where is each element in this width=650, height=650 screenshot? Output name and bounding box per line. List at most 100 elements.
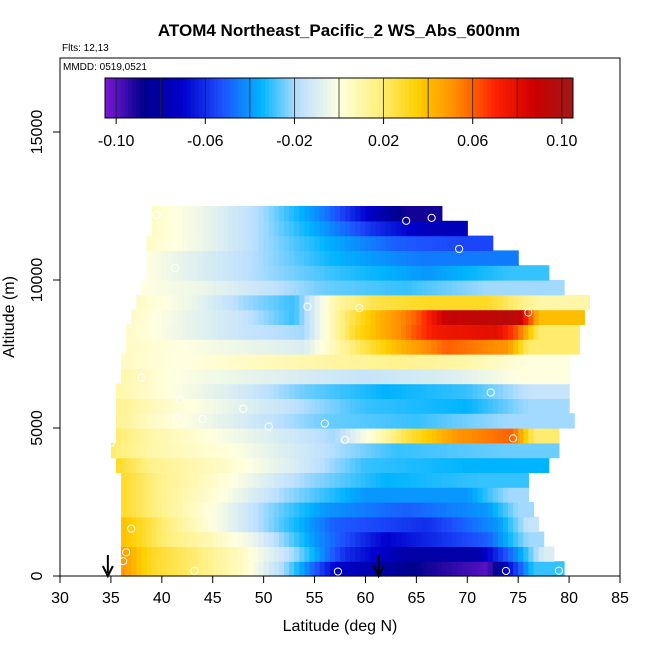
heatmap-cell-r20 [370, 265, 377, 281]
heatmap-cell-r22 [263, 235, 270, 251]
heatmap-cell-r20 [472, 265, 479, 281]
heatmap-cell-r8 [421, 442, 428, 459]
heatmap-cell-r1 [278, 546, 285, 562]
heatmap-cell-r15 [207, 339, 214, 355]
heatmap-cell-r5 [324, 487, 331, 503]
heatmap-cell-r14 [192, 354, 199, 370]
heatmap-cell-r14 [131, 354, 137, 370]
heatmap-cell-r4 [299, 502, 305, 518]
colorbar-swatch [229, 78, 235, 118]
heatmap-cell-r13 [543, 368, 550, 385]
x-tick-label: 60 [357, 590, 375, 607]
heatmap-cell-r19 [365, 280, 372, 296]
heatmap-cell-r7 [472, 457, 479, 473]
heatmap-cell-r22 [406, 235, 412, 251]
heatmap-cell-r16 [350, 324, 356, 340]
heatmap-cell-r10 [528, 413, 535, 429]
heatmap-cell-r23 [401, 220, 407, 237]
heatmap-cell-r9 [411, 428, 417, 444]
heatmap-cell-r10 [278, 413, 285, 429]
heatmap-cell-r1 [161, 546, 168, 562]
heatmap-cell-r1 [141, 546, 148, 562]
y-tick-label: 15000 [29, 110, 46, 155]
heatmap-cell-r6 [268, 472, 275, 488]
colorbar-swatch [530, 78, 535, 118]
heatmap-cell-r20 [263, 265, 270, 281]
heatmap-cell-r21 [278, 250, 285, 266]
heatmap-cell-r20 [421, 265, 428, 281]
heatmap-cell-r4 [253, 502, 260, 518]
heatmap-cell-r18 [222, 294, 229, 311]
heatmap-cell-r4 [294, 502, 300, 518]
heatmap-cell-r23 [253, 220, 260, 237]
heatmap-cell-r9 [472, 428, 479, 444]
heatmap-cell-r10 [161, 413, 168, 429]
heatmap-cell-r6 [334, 472, 341, 488]
colorbar-swatch [183, 78, 188, 118]
heatmap-cell-r2 [482, 531, 489, 547]
heatmap-cell-r9 [370, 428, 377, 444]
heatmap-cell-r2 [222, 531, 229, 547]
heatmap-cell-r0 [416, 561, 423, 577]
heatmap-cell-r14 [492, 354, 499, 370]
heatmap-cell-r18 [467, 294, 473, 311]
heatmap-cell-r9 [390, 428, 397, 444]
heatmap-cell-r13 [263, 368, 270, 385]
heatmap-cell-r2 [497, 531, 504, 547]
heatmap-cell-r21 [182, 250, 188, 266]
x-tick-label: 45 [204, 590, 222, 607]
heatmap-cell-r2 [278, 531, 285, 547]
heatmap-cell-r1 [355, 546, 361, 562]
colorbar-swatch [354, 78, 359, 118]
heatmap-cell-r9 [258, 428, 265, 444]
heatmap-cell-r9 [421, 428, 428, 444]
heatmap-cell-r5 [446, 487, 453, 503]
heatmap-cell-r16 [441, 324, 448, 340]
heatmap-cell-r23 [416, 220, 423, 237]
heatmap-cell-r4 [273, 502, 280, 518]
heatmap-cell-r15 [334, 339, 341, 355]
heatmap-cell-r17 [411, 309, 417, 325]
heatmap-cell-r1 [472, 546, 479, 562]
heatmap-cell-r9 [207, 428, 214, 444]
heatmap-cell-r19 [421, 280, 428, 296]
heatmap-cell-r21 [172, 250, 178, 266]
heatmap-cell-r19 [406, 280, 412, 296]
heatmap-cell-r12 [492, 383, 499, 399]
heatmap-cell-r11 [390, 398, 397, 414]
heatmap-cell-r17 [533, 309, 540, 325]
heatmap-cell-r4 [212, 502, 219, 518]
heatmap-cell-r19 [278, 280, 285, 296]
heatmap-cell-r11 [212, 398, 219, 414]
heatmap-cell-r13 [421, 368, 428, 385]
heatmap-cell-r19 [238, 280, 244, 296]
heatmap-cell-r23 [228, 220, 234, 237]
heatmap-cell-r13 [533, 368, 540, 385]
heatmap-cell-r17 [370, 309, 377, 325]
heatmap-cell-r23 [441, 220, 448, 237]
colorbar-swatch [428, 78, 434, 118]
flight-arrow-0 [101, 555, 114, 579]
heatmap-cell-r0 [441, 561, 448, 577]
heatmap-cell-r0 [207, 561, 214, 577]
heatmap-cell-r18 [370, 294, 377, 311]
heatmap-cell-r7 [533, 457, 540, 473]
heatmap-cell-r12 [365, 383, 372, 399]
heatmap-cell-r1 [263, 546, 270, 562]
heatmap-cell-r9 [416, 428, 423, 444]
heatmap-cell-r14 [166, 354, 173, 370]
heatmap-cell-r23 [390, 220, 397, 237]
heatmap-cell-r19 [329, 280, 336, 296]
colorbar-swatch [561, 78, 566, 118]
heatmap-cell-r3 [508, 516, 514, 533]
heatmap-cell-r22 [156, 235, 163, 251]
colorbar-swatch [284, 78, 289, 118]
heatmap-cell-r22 [166, 235, 173, 251]
heatmap-cell-r24 [151, 206, 158, 222]
heatmap-cell-r6 [426, 472, 433, 488]
heatmap-cell-r17 [329, 309, 336, 325]
heatmap-cell-r12 [416, 383, 423, 399]
colorbar-swatch [222, 78, 227, 118]
colorbar-swatch [120, 78, 125, 118]
heatmap-cell-r15 [487, 339, 494, 355]
